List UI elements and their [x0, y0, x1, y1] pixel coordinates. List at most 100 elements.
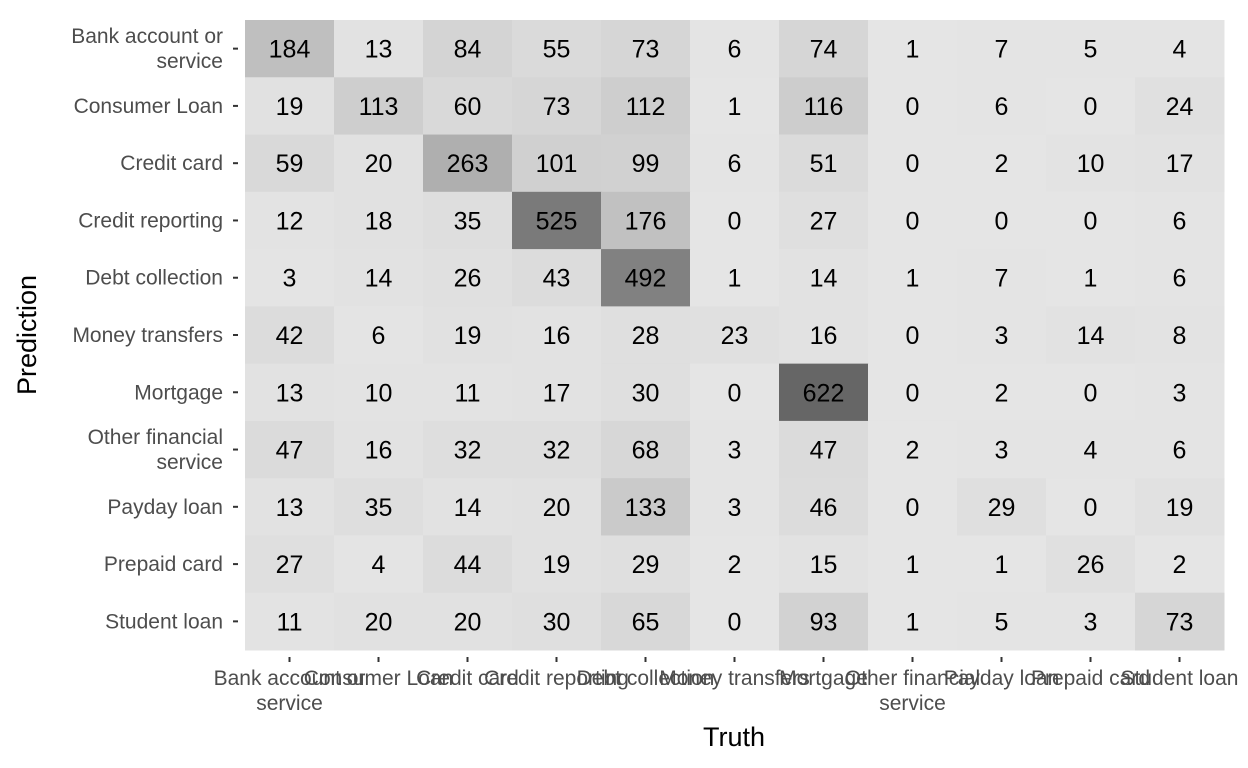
cell-value-label: 19	[276, 93, 304, 121]
heatmap-cell	[868, 249, 958, 307]
cell-value-label: 29	[988, 494, 1016, 522]
heatmap-cell	[690, 20, 780, 78]
heatmap-cell	[334, 77, 424, 136]
heatmap-cell	[334, 420, 424, 479]
cell-value-label: 42	[276, 322, 304, 350]
heatmap-cell	[690, 420, 780, 479]
cell-value-label: 68	[632, 437, 660, 465]
cell-value-label: 0	[906, 207, 920, 235]
heatmap-cell	[334, 535, 424, 594]
cell-value-label: 19	[1166, 494, 1194, 522]
cell-value-label: 0	[906, 93, 920, 121]
heatmap-cell	[868, 191, 958, 250]
cell-value-label: 47	[810, 437, 838, 465]
cell-value-label: 74	[810, 36, 838, 64]
cell-value-label: 0	[906, 150, 920, 178]
heatmap-cell	[512, 363, 602, 422]
heatmap-cell	[245, 191, 335, 250]
heatmap-cell	[1135, 592, 1225, 651]
cell-value-label: 73	[1166, 608, 1194, 636]
heatmap-cell	[423, 420, 513, 479]
cell-value-label: 20	[365, 150, 393, 178]
heatmap-cell	[423, 191, 513, 250]
heatmap-cell	[1046, 20, 1136, 78]
heatmap-cell	[779, 306, 869, 365]
cell-value-label: 24	[1166, 93, 1194, 121]
cell-value-label: 26	[454, 265, 482, 293]
heatmap-cell	[512, 249, 602, 307]
cell-value-label: 1	[728, 93, 742, 121]
y-tick-label: Credit reporting	[78, 209, 223, 232]
x-tick-label: Money transfers	[659, 667, 810, 690]
heatmap-cell	[779, 134, 869, 193]
cell-value-label: 525	[536, 207, 578, 235]
heatmap-cell	[690, 249, 780, 307]
heatmap-cell	[334, 134, 424, 193]
heatmap-cell	[690, 363, 780, 422]
heatmap-cell	[601, 77, 691, 136]
heatmap-cell	[512, 20, 602, 78]
heatmap-cell	[334, 592, 424, 651]
heatmap-cell	[423, 249, 513, 307]
heatmap-cell	[1135, 191, 1225, 250]
heatmap-cell	[334, 363, 424, 422]
cell-value-label: 46	[810, 494, 838, 522]
heatmap-cell	[1046, 592, 1136, 651]
cell-value-label: 3	[728, 494, 742, 522]
y-tick-label: Money transfers	[72, 324, 223, 347]
x-tick-label: Payday loan	[944, 667, 1060, 690]
cell-value-label: 18	[365, 207, 393, 235]
cell-value-label: 8	[1173, 322, 1187, 350]
x-tick-label: Prepaid card	[1031, 667, 1150, 690]
heatmap-cell	[1046, 249, 1136, 307]
cell-value-label: 19	[454, 322, 482, 350]
cell-value-label: 35	[365, 494, 393, 522]
heatmap-cell	[334, 478, 424, 536]
heatmap-cell	[957, 478, 1047, 536]
heatmap-cell	[957, 535, 1047, 594]
cell-value-label: 3	[995, 437, 1009, 465]
heatmap-cell	[245, 420, 335, 479]
heatmap-cell	[245, 306, 335, 365]
cell-value-label: 6	[1173, 265, 1187, 293]
cell-value-label: 30	[543, 608, 571, 636]
cell-value-label: 0	[995, 207, 1009, 235]
cell-value-label: 99	[632, 150, 660, 178]
heatmap-cell	[1046, 306, 1136, 365]
heatmap-cell	[512, 535, 602, 594]
cell-value-label: 2	[1173, 551, 1187, 579]
cell-value-label: 2	[906, 437, 920, 465]
heatmap-cell	[423, 535, 513, 594]
cell-value-label: 133	[625, 494, 667, 522]
cell-value-label: 17	[1166, 150, 1194, 178]
x-tick-label: Student loan	[1121, 667, 1239, 690]
heatmap-cell	[868, 134, 958, 193]
cell-value-label: 30	[632, 379, 660, 407]
heatmap-cell	[779, 77, 869, 136]
heatmap-cell	[601, 420, 691, 479]
cell-value-label: 23	[721, 322, 749, 350]
cell-value-label: 93	[810, 608, 838, 636]
cell-value-label: 51	[810, 150, 838, 178]
heatmap-cell	[779, 191, 869, 250]
cell-value-label: 13	[276, 379, 304, 407]
cell-value-label: 73	[632, 36, 660, 64]
cell-value-label: 2	[995, 150, 1009, 178]
cell-value-label: 176	[625, 207, 667, 235]
heatmap-cell	[423, 20, 513, 78]
cell-value-label: 32	[454, 437, 482, 465]
cell-value-label: 10	[365, 379, 393, 407]
heatmap-cell	[957, 77, 1047, 136]
heatmap-cell	[601, 306, 691, 365]
heatmap-cell	[1046, 77, 1136, 136]
heatmap-cell	[512, 77, 602, 136]
cell-value-label: 16	[365, 437, 393, 465]
cell-value-label: 14	[454, 494, 482, 522]
heatmap-cell	[690, 77, 780, 136]
cell-value-label: 113	[359, 93, 399, 121]
heatmap-cell	[512, 420, 602, 479]
x-tick-label: Bank account or service	[214, 667, 366, 715]
heatmap-cell	[1135, 306, 1225, 365]
cell-value-label: 1	[1084, 265, 1098, 293]
